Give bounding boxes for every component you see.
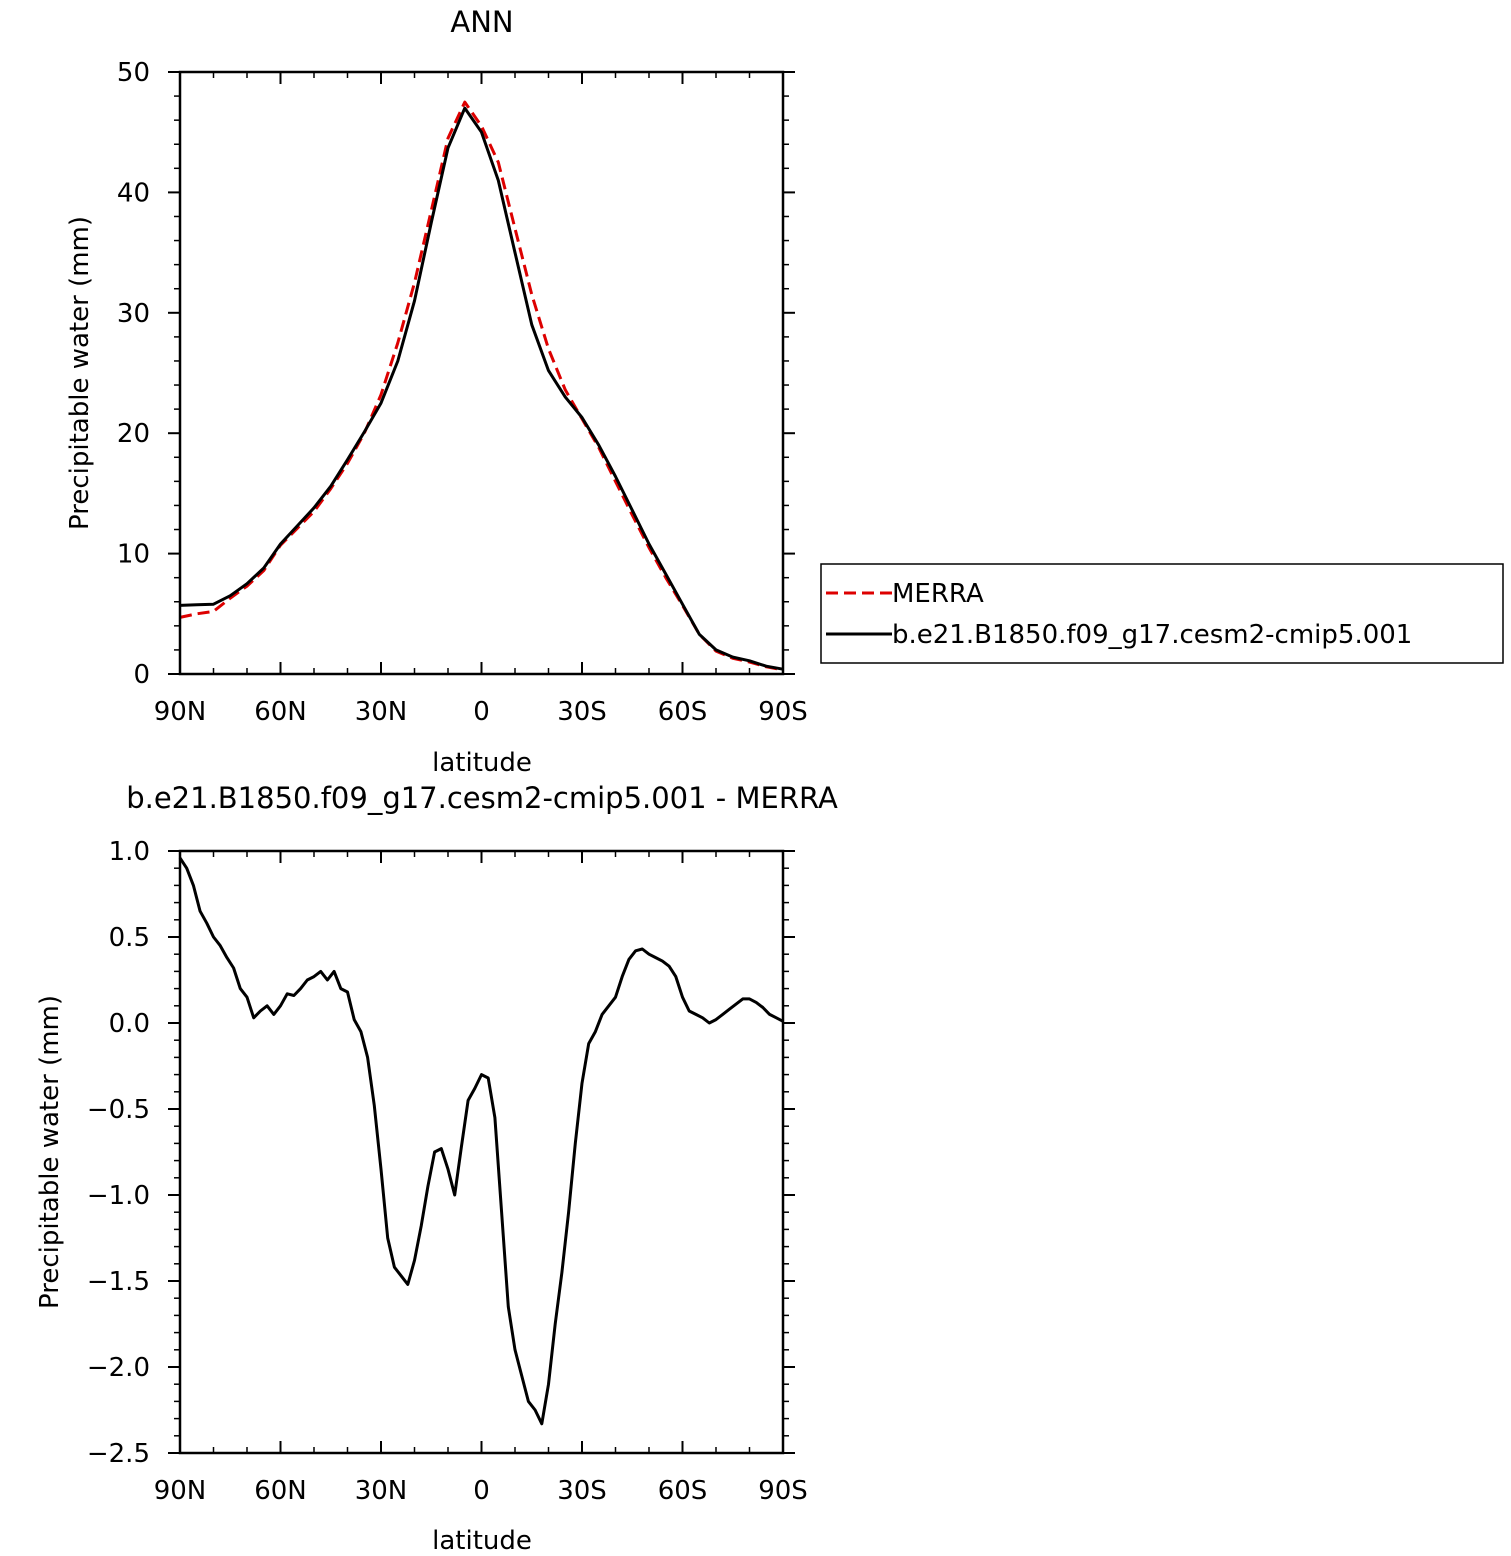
x-tick-label: 30N <box>355 1476 408 1506</box>
top-y-axis-label: Precipitable water (mm) <box>65 216 95 530</box>
x-tick-label: 60N <box>254 697 307 727</box>
y-tick-label: 0 <box>133 660 150 690</box>
legend-merra-label: MERRA <box>892 579 984 609</box>
top-plot-frame <box>178 70 785 676</box>
bottom-axis-ticks <box>168 850 795 1454</box>
x-tick-label: 60S <box>658 1476 708 1506</box>
bottom-tick-labels: 90N 60N 30N 0 30S 60S 90S 1.0 0.5 0.0 −0.5 −1.0 −1.5… <box>87 837 808 1506</box>
y-tick-label: −2.5 <box>87 1439 150 1469</box>
top-plot-lines <box>179 100 784 672</box>
bottom-chart: b.e21.B1850.f09_g17.cesm2-cmip5.001 - ME… <box>35 781 838 1556</box>
y-tick-label: −1.5 <box>87 1267 150 1297</box>
y-tick-label: 0.0 <box>109 1009 150 1039</box>
series-line-0 <box>178 857 784 1426</box>
y-tick-label: 30 <box>117 299 150 329</box>
y-tick-label: −0.5 <box>87 1095 150 1125</box>
top-chart-title: ANN <box>450 5 513 39</box>
top-axis-ticks <box>168 71 795 675</box>
y-tick-label: −1.0 <box>87 1181 150 1211</box>
bottom-y-axis-label: Precipitable water (mm) <box>35 995 65 1309</box>
y-tick-label: 50 <box>117 58 150 88</box>
bottom-plot-frame <box>178 849 785 1455</box>
top-tick-labels: 90N 60N 30N 0 30S 60S 90S 0 10 20 30 40 50 <box>117 58 808 727</box>
bottom-x-axis-label: latitude <box>432 1526 532 1556</box>
x-tick-label: 0 <box>473 1476 490 1506</box>
x-tick-label: 90N <box>154 1476 207 1506</box>
x-tick-label: 90S <box>758 697 808 727</box>
legend-model-label: b.e21.B1850.f09_g17.cesm2-cmip5.001 <box>892 620 1412 650</box>
y-tick-label: 10 <box>117 540 150 570</box>
x-tick-label: 60S <box>658 697 708 727</box>
x-tick-label: 0 <box>473 697 490 727</box>
top-chart: ANN 90N 60N 30N 0 30S 60S 90S 0 10 20 30 40 50 latit… <box>65 5 1504 778</box>
y-tick-label: 40 <box>117 178 150 208</box>
y-tick-label: 0.5 <box>109 923 150 953</box>
legend: MERRA b.e21.B1850.f09_g17.cesm2-cmip5.00… <box>820 563 1504 664</box>
y-tick-label: 20 <box>117 419 150 449</box>
y-tick-label: −2.0 <box>87 1353 150 1383</box>
bottom-chart-title: b.e21.B1850.f09_g17.cesm2-cmip5.001 - ME… <box>126 781 838 815</box>
x-tick-label: 30S <box>557 697 607 727</box>
x-tick-label: 30N <box>355 697 408 727</box>
x-tick-label: 30S <box>557 1476 607 1506</box>
bottom-plot-lines <box>178 857 784 1426</box>
x-tick-label: 90S <box>758 1476 808 1506</box>
series-line-merra <box>179 100 784 672</box>
y-tick-label: 1.0 <box>109 837 150 867</box>
series-line-b-e21-b1850-f09-g17-cesm2-cmip5-001 <box>179 106 784 671</box>
x-tick-label: 90N <box>154 697 207 727</box>
x-tick-label: 60N <box>254 1476 307 1506</box>
top-x-axis-label: latitude <box>432 748 532 778</box>
legend-box <box>820 563 1504 664</box>
